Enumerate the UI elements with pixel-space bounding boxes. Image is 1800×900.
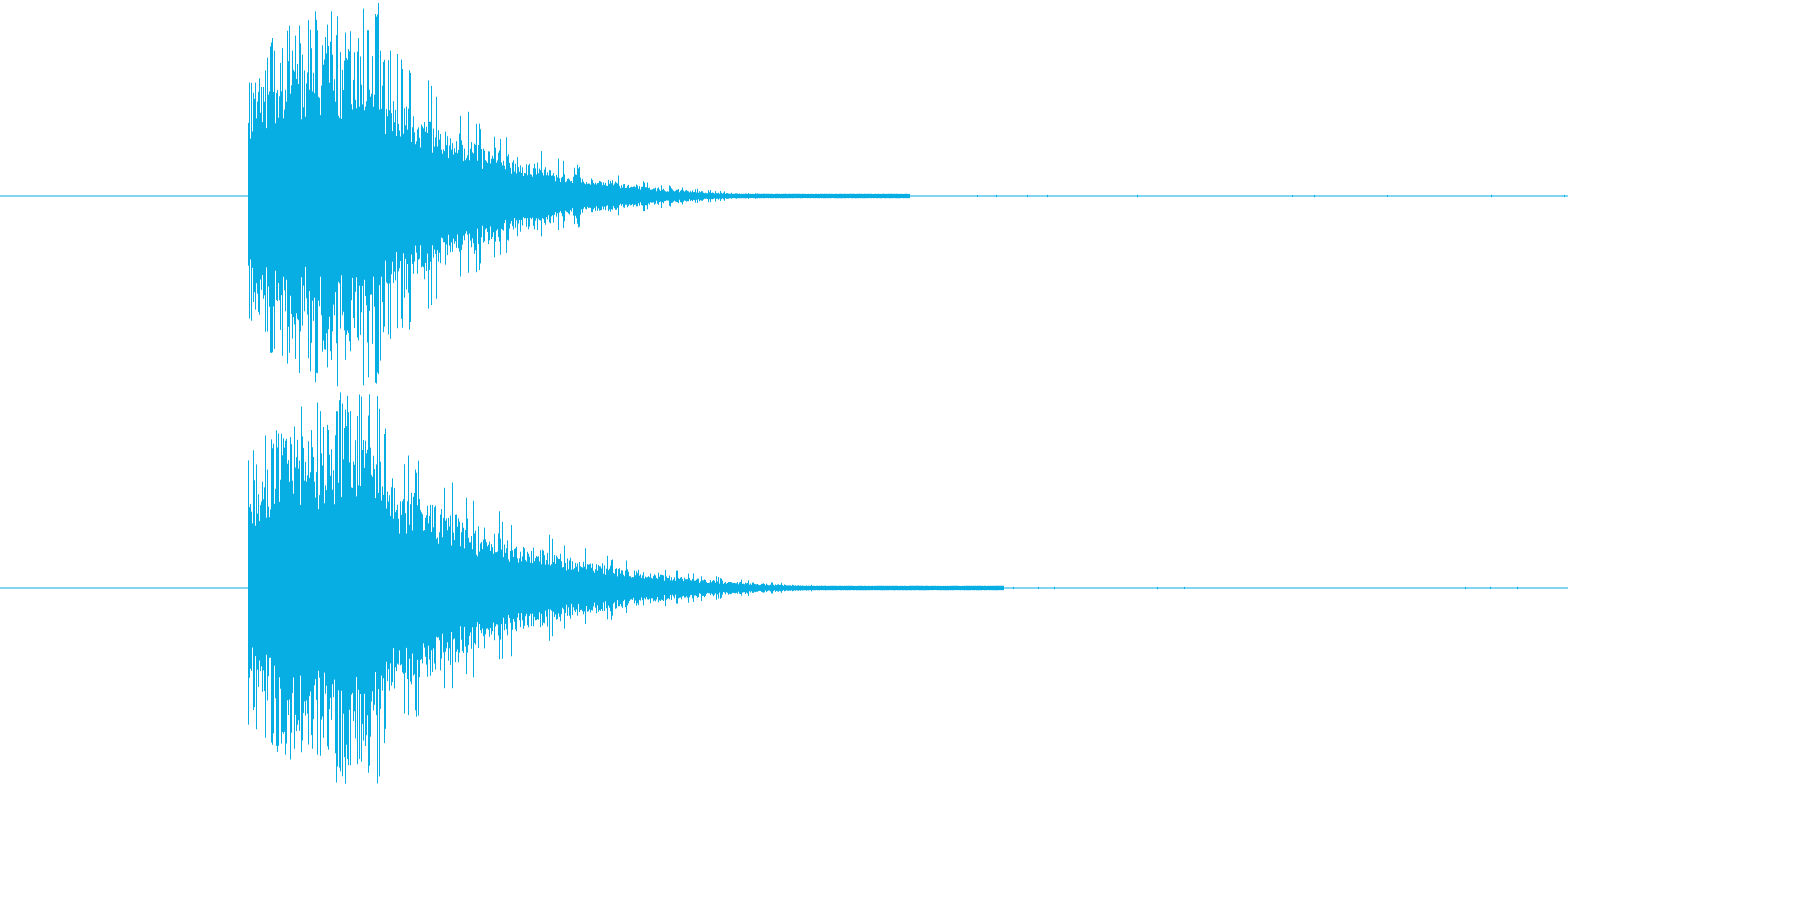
waveform-canvas (0, 2, 1568, 784)
channel-2-waveform (248, 392, 1518, 784)
waveform-channel-2 (0, 392, 1568, 784)
waveform-view (0, 2, 1568, 784)
waveform-channel-1 (0, 2, 1568, 387)
channel-1-waveform (248, 2, 1565, 387)
